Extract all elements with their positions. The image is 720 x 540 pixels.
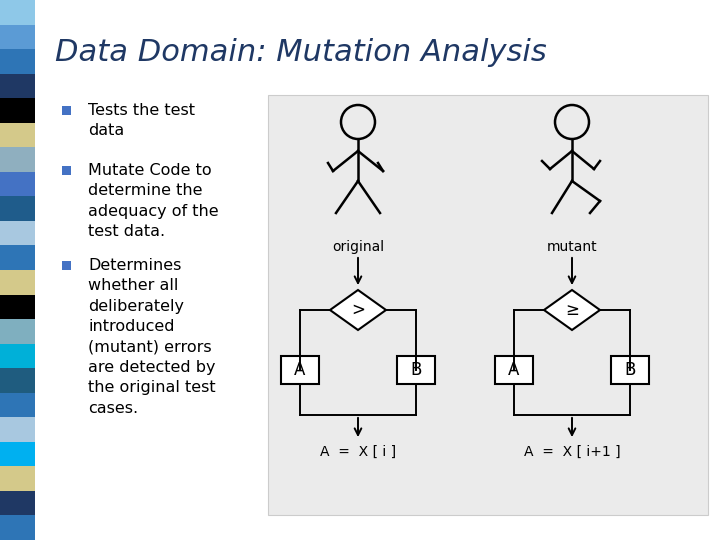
Text: Data Domain: Mutation Analysis: Data Domain: Mutation Analysis — [55, 38, 546, 67]
Bar — [0, 417, 35, 442]
Bar — [0, 221, 35, 246]
Bar — [62, 166, 71, 175]
Bar — [0, 442, 35, 467]
Bar — [0, 467, 35, 491]
Text: A  =  X [ i ]: A = X [ i ] — [320, 445, 396, 459]
Bar — [0, 270, 35, 294]
Bar — [62, 261, 71, 270]
Bar — [0, 319, 35, 343]
Bar — [0, 197, 35, 221]
Bar — [0, 246, 35, 270]
Bar — [0, 294, 35, 319]
Text: B: B — [410, 361, 422, 379]
Bar — [0, 491, 35, 516]
Bar — [611, 356, 649, 384]
Bar — [0, 147, 35, 172]
Bar — [0, 49, 35, 73]
Text: ≥: ≥ — [565, 301, 579, 319]
Bar — [397, 356, 435, 384]
Text: Mutate Code to
determine the
adequacy of the
test data.: Mutate Code to determine the adequacy of… — [88, 163, 219, 239]
Bar — [0, 393, 35, 417]
Bar — [495, 356, 533, 384]
Text: Tests the test
data: Tests the test data — [88, 103, 195, 138]
Text: A: A — [508, 361, 520, 379]
Polygon shape — [544, 290, 600, 330]
Bar — [268, 95, 708, 515]
Bar — [0, 0, 35, 24]
Bar — [0, 368, 35, 393]
Text: B: B — [624, 361, 636, 379]
Bar — [0, 73, 35, 98]
Text: original: original — [332, 240, 384, 254]
Text: mutant: mutant — [546, 240, 598, 254]
Bar — [0, 123, 35, 147]
Bar — [0, 24, 35, 49]
Text: Determines
whether all
deliberately
introduced
(mutant) errors
are detected by
t: Determines whether all deliberately intr… — [88, 258, 215, 416]
Bar — [0, 516, 35, 540]
Text: >: > — [351, 301, 365, 319]
Bar — [0, 343, 35, 368]
Bar — [0, 172, 35, 197]
Polygon shape — [330, 290, 386, 330]
Bar — [0, 98, 35, 123]
Bar — [281, 356, 319, 384]
Text: A  =  X [ i+1 ]: A = X [ i+1 ] — [523, 445, 621, 459]
Bar — [62, 106, 71, 115]
Text: A: A — [294, 361, 306, 379]
